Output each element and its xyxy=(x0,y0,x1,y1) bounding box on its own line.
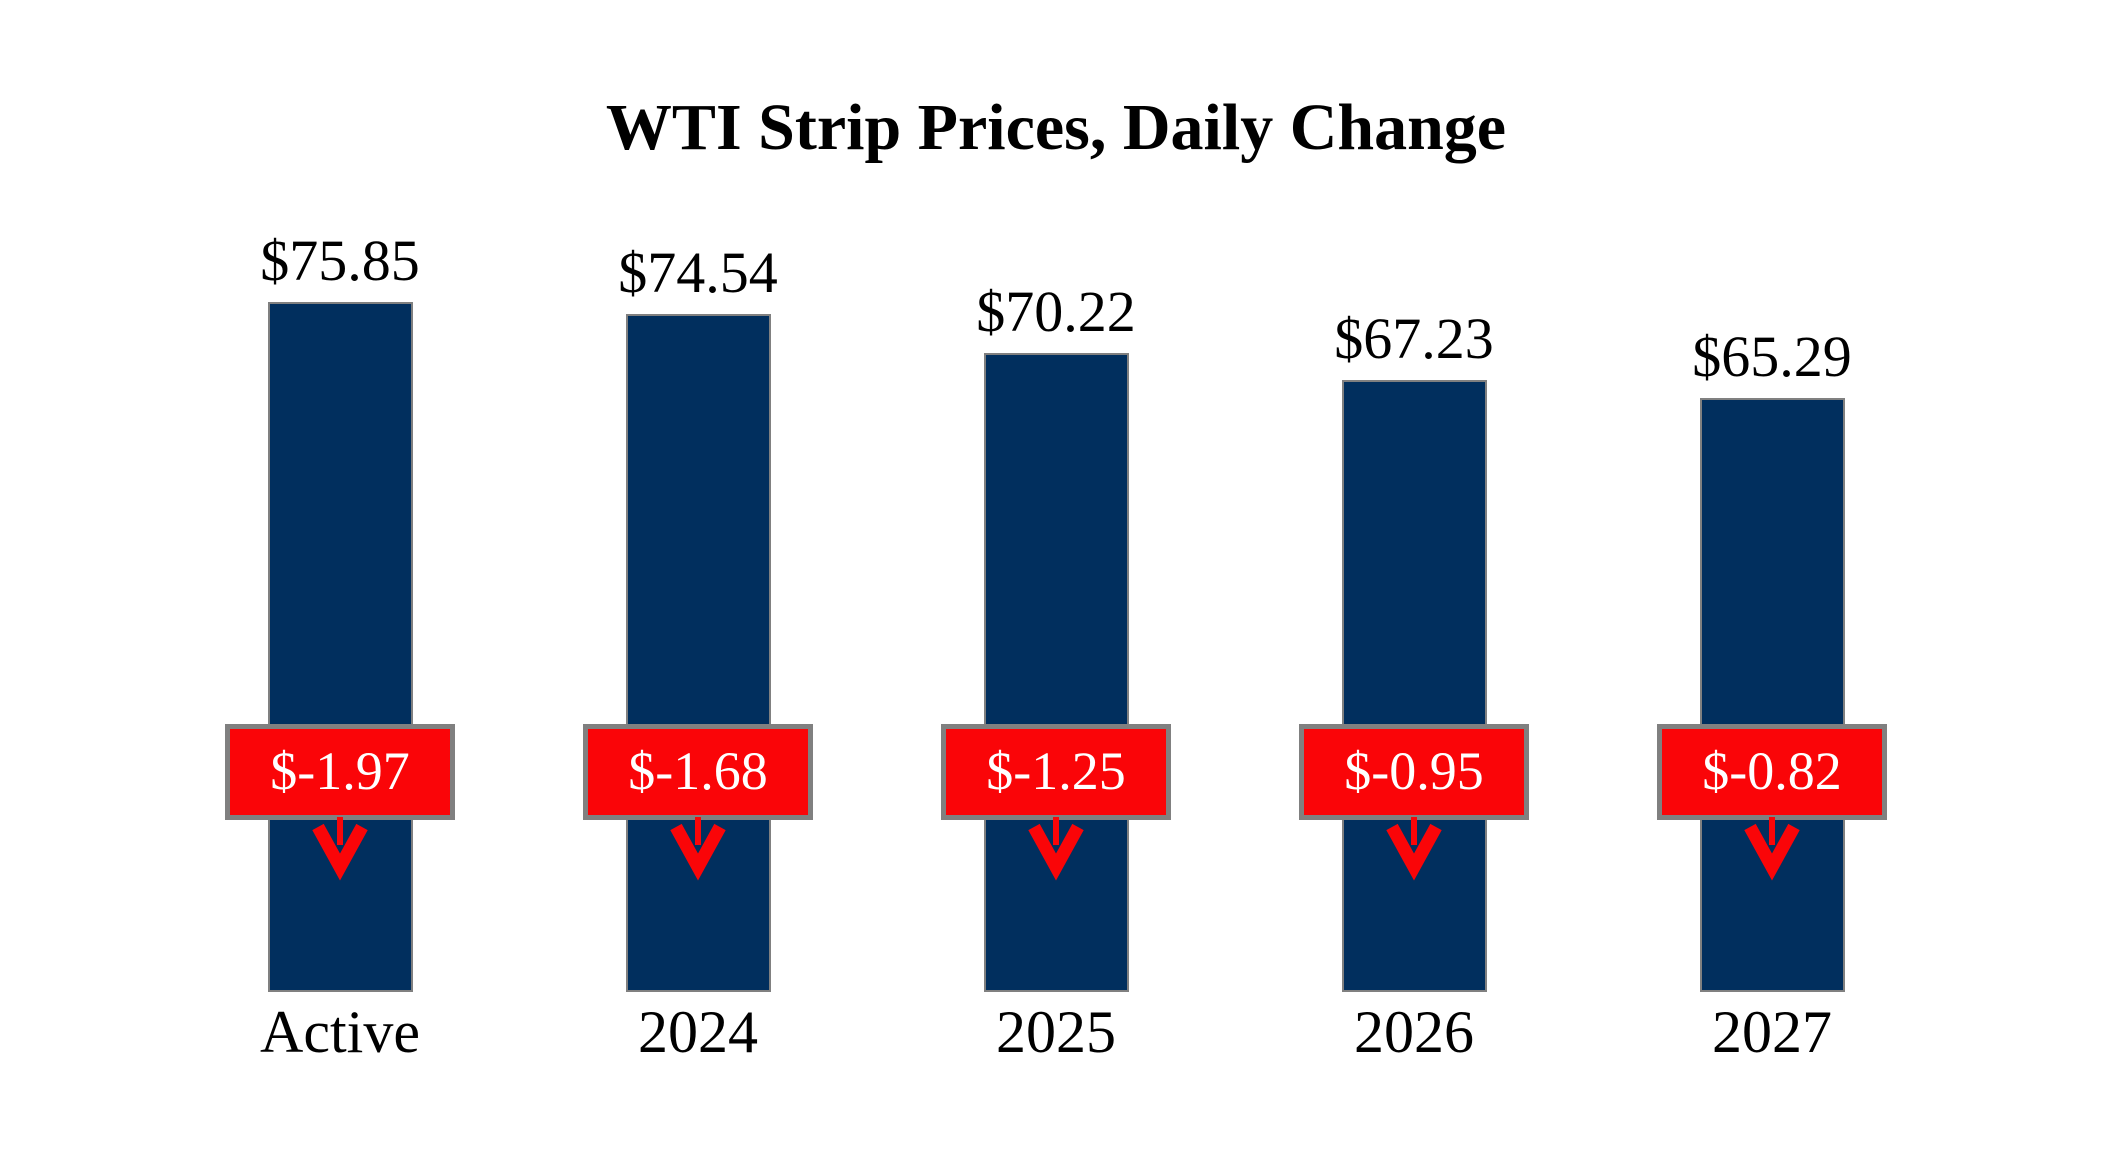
daily-change-box: $-0.82 xyxy=(1657,724,1887,820)
down-arrow-icon xyxy=(1024,817,1088,881)
daily-change-box: $-1.68 xyxy=(583,724,813,820)
down-arrow-icon xyxy=(1740,817,1804,881)
daily-change-box: $-1.25 xyxy=(941,724,1171,820)
down-arrow-icon xyxy=(308,817,372,881)
chart-title: WTI Strip Prices, Daily Change xyxy=(605,91,1507,164)
bar-2025 xyxy=(983,353,1129,992)
bar-2026 xyxy=(1341,380,1487,992)
bar-active xyxy=(267,302,413,992)
price-label: $65.29 xyxy=(1692,324,1852,389)
daily-change-box: $-1.97 xyxy=(225,724,455,820)
category-label: 2025 xyxy=(996,999,1116,1065)
price-label: $70.22 xyxy=(976,279,1136,344)
category-label: 2027 xyxy=(1712,999,1832,1065)
down-arrow-icon xyxy=(666,817,730,881)
category-label: Active xyxy=(260,999,420,1065)
bar-2027 xyxy=(1699,398,1845,992)
daily-change-box: $-0.95 xyxy=(1299,724,1529,820)
price-label: $67.23 xyxy=(1334,306,1494,371)
price-label: $75.85 xyxy=(260,228,420,293)
down-arrow-icon xyxy=(1382,817,1446,881)
bar-2024 xyxy=(625,314,771,992)
price-label: $74.54 xyxy=(618,240,778,305)
category-label: 2026 xyxy=(1354,999,1474,1065)
category-label: 2024 xyxy=(638,999,758,1065)
